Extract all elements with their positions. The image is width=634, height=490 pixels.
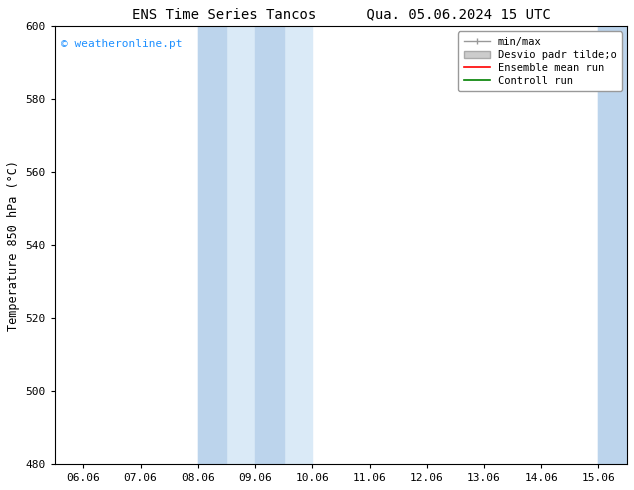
Bar: [255, 26, 283, 464]
Legend: min/max, Desvio padr tilde;o, Ensemble mean run, Controll run: min/max, Desvio padr tilde;o, Ensemble m…: [458, 31, 622, 91]
Y-axis label: Temperature 850 hPa (°C): Temperature 850 hPa (°C): [7, 160, 20, 331]
Title: ENS Time Series Tancos      Qua. 05.06.2024 15 UTC: ENS Time Series Tancos Qua. 05.06.2024 1…: [131, 7, 550, 21]
Bar: [598, 26, 627, 464]
Bar: [598, 26, 612, 464]
Text: © weatheronline.pt: © weatheronline.pt: [60, 39, 182, 49]
Bar: [198, 26, 313, 464]
Bar: [612, 26, 627, 464]
Bar: [198, 26, 226, 464]
